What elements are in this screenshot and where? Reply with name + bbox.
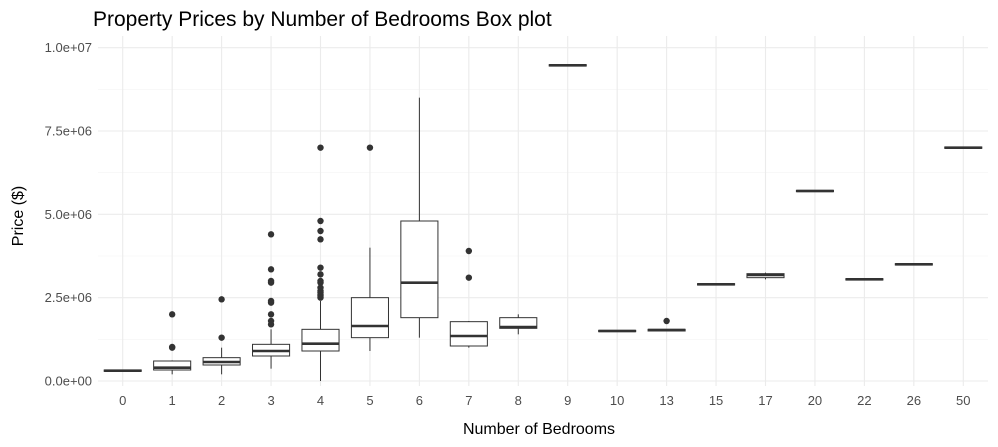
outlier-point [317,284,324,291]
box-group [400,97,439,338]
outlier-point [267,311,275,318]
outlier-point [465,247,473,255]
outlier-point [267,297,275,305]
outlier-point [317,271,324,278]
box-group [499,314,538,335]
box-group [647,317,686,332]
x-tick-label: 3 [267,393,274,408]
outlier-point [317,264,324,271]
outlier-point [168,343,176,351]
box-group [252,231,291,369]
x-tick-label: 17 [758,393,772,408]
x-tick-label: 6 [416,393,423,408]
x-tick-label: 2 [218,393,225,408]
x-tick-label: 8 [515,393,522,408]
outlier-point [317,144,324,151]
box-group [697,283,736,286]
x-tick-label: 9 [564,393,571,408]
x-tick-label: 0 [119,393,126,408]
x-tick-label: 50 [956,393,970,408]
x-tick-label: 15 [709,393,723,408]
outlier-point [168,311,176,318]
box-group [944,146,983,149]
box-group [350,144,389,351]
y-axis-title: Price ($) [10,186,27,246]
box-group [449,247,488,348]
outlier-point [267,266,275,273]
y-tick-label: 5.0e+06 [45,207,92,222]
box-body [400,220,439,319]
outlier-point [267,277,275,285]
box-body [499,317,538,329]
outlier-point [465,274,473,281]
outlier-point [317,277,324,285]
outlier-point [267,231,275,238]
x-tick-label: 5 [366,393,373,408]
box-group [845,278,884,281]
outlier-point [663,317,670,325]
box-marks [103,64,983,381]
box-group [795,189,834,193]
box-body [153,360,192,371]
box-group [153,311,192,375]
x-tick-label: 22 [857,393,871,408]
y-tick-label: 0.0e+00 [45,374,92,389]
x-axis-title: Number of Bedrooms [463,421,615,438]
box-group [202,296,241,375]
box-group [548,64,587,67]
outlier-point [317,236,324,243]
x-tick-label: 10 [610,393,624,408]
box-group [301,144,340,381]
x-tick-label: 13 [659,393,673,408]
x-tick-label: 26 [907,393,921,408]
box-body [350,297,389,339]
chart-title: Property Prices by Number of Bedrooms Bo… [93,8,552,31]
x-tick-label: 1 [169,393,176,408]
y-tick-label: 2.5e+06 [45,290,92,305]
box-body [301,328,340,352]
tick-labels: 0.0e+00 2.5e+06 5.0e+06 7.5e+06 1.0e+07 0 1 2 3 4… [45,40,971,408]
outlier-point [218,296,225,303]
x-tick-label: 4 [317,393,324,408]
box-group [103,369,142,372]
outlier-point [366,144,374,151]
outlier-point [267,317,275,325]
y-tick-label: 7.5e+06 [45,124,92,139]
box-group [598,329,637,333]
outlier-point [218,334,225,341]
outlier-point [317,227,324,235]
x-tick-label: 20 [808,393,822,408]
x-tick-label: 7 [465,393,472,408]
box-body [449,321,488,347]
outlier-point [317,217,324,225]
box-group [746,272,785,280]
y-tick-label: 1.0e+07 [45,40,92,55]
box-group [894,263,933,266]
